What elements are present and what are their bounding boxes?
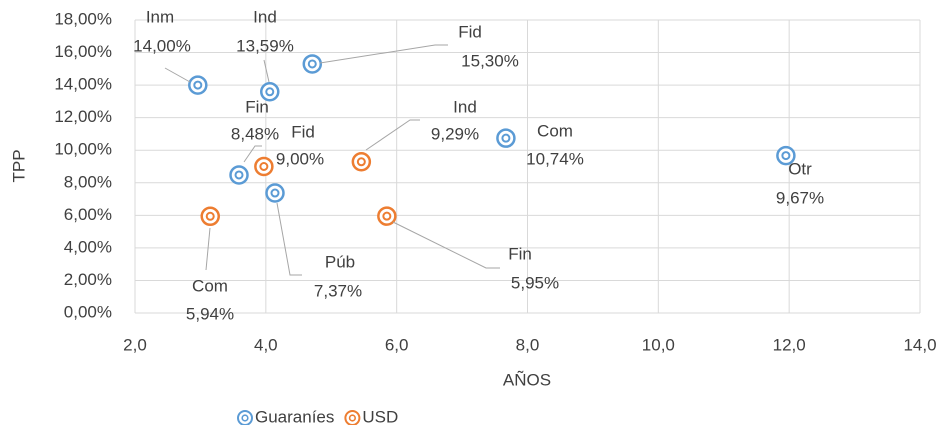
- data-label-value: 9,29%: [431, 124, 479, 143]
- leader-line: [365, 119, 420, 151]
- leader-line: [319, 44, 448, 64]
- x-tick-label: 12,0: [773, 335, 806, 354]
- point-inner: [205, 211, 215, 221]
- y-tick-label: 4,00%: [64, 237, 112, 256]
- point: [229, 165, 249, 185]
- data-label-name: Fin: [508, 244, 532, 263]
- data-label-value: 9,67%: [776, 188, 824, 207]
- leader-line: [263, 59, 270, 83]
- point: [200, 206, 220, 227]
- y-tick-label: 8,00%: [64, 172, 112, 191]
- y-tick-label: 16,00%: [54, 42, 112, 61]
- point-inner: [265, 87, 275, 97]
- point-inner: [270, 188, 280, 198]
- legend-marker-inner: [241, 414, 249, 422]
- y-tick-label: 0,00%: [64, 302, 112, 321]
- data-label-name: Inm: [146, 7, 174, 26]
- leader-line: [392, 221, 500, 269]
- y-axis-title: TPP: [9, 149, 28, 182]
- point: [188, 75, 208, 95]
- x-tick-label: 10,0: [642, 335, 675, 354]
- x-axis-title: AÑOS: [503, 370, 551, 389]
- data-label-name: Com: [537, 121, 573, 140]
- point: [776, 145, 796, 166]
- leader-line: [276, 202, 302, 276]
- point-inner: [259, 162, 269, 171]
- point: [265, 183, 285, 203]
- leader-line: [243, 145, 262, 163]
- point-inner: [234, 170, 244, 180]
- x-tick-label: 6,0: [385, 335, 409, 354]
- y-tick-label: 10,00%: [54, 140, 112, 159]
- data-label-name: Fid: [458, 22, 482, 41]
- point: [260, 82, 280, 102]
- data-label-value: 5,95%: [511, 273, 559, 292]
- x-tick-label: 8,0: [516, 335, 540, 354]
- point-inner: [356, 157, 366, 167]
- y-tick-label: 2,00%: [64, 270, 112, 289]
- data-label-value: 10,74%: [526, 149, 584, 168]
- x-tick-label: 14,0: [903, 335, 936, 354]
- y-tick-label: 18,00%: [54, 9, 112, 28]
- leader-line: [205, 227, 211, 271]
- point-inner: [781, 151, 791, 161]
- data-label-value: 7,37%: [314, 281, 362, 300]
- point: [496, 128, 516, 148]
- data-label-name: Ind: [253, 7, 277, 26]
- x-tick-label: 2,0: [123, 335, 147, 354]
- legend-label: USD: [362, 407, 398, 425]
- point-inner: [501, 133, 511, 143]
- data-label-value: 15,30%: [461, 51, 519, 70]
- x-tick-label: 4,0: [254, 335, 278, 354]
- legend-marker: [237, 410, 253, 425]
- point: [302, 54, 323, 74]
- point-inner: [307, 59, 317, 69]
- legend-marker-inner: [348, 414, 356, 422]
- leader-line: [164, 67, 191, 83]
- data-label-name: Ind: [453, 97, 477, 116]
- data-label-value: 5,94%: [186, 304, 234, 323]
- data-label-name: Fid: [291, 122, 315, 141]
- data-label-name: Com: [192, 276, 228, 295]
- y-tick-label: 12,00%: [54, 107, 112, 126]
- data-label-value: 13,59%: [236, 36, 294, 55]
- point: [351, 152, 372, 172]
- y-tick-label: 14,00%: [54, 75, 112, 94]
- data-label-name: Otr: [788, 159, 812, 178]
- point-inner: [193, 80, 203, 90]
- data-label-value: 9,00%: [276, 149, 324, 168]
- legend-label: Guaraníes: [255, 407, 334, 425]
- point-inner: [382, 211, 392, 221]
- point: [254, 156, 274, 177]
- point: [377, 206, 397, 226]
- leader-lines: [164, 44, 500, 276]
- legend-marker: [344, 410, 361, 425]
- data-label-name: Púb: [325, 252, 355, 271]
- data-label-value: 14,00%: [133, 36, 191, 55]
- y-tick-label: 6,00%: [64, 205, 112, 224]
- data-label-value: 8,48%: [231, 124, 279, 143]
- data-label-name: Fin: [245, 97, 269, 116]
